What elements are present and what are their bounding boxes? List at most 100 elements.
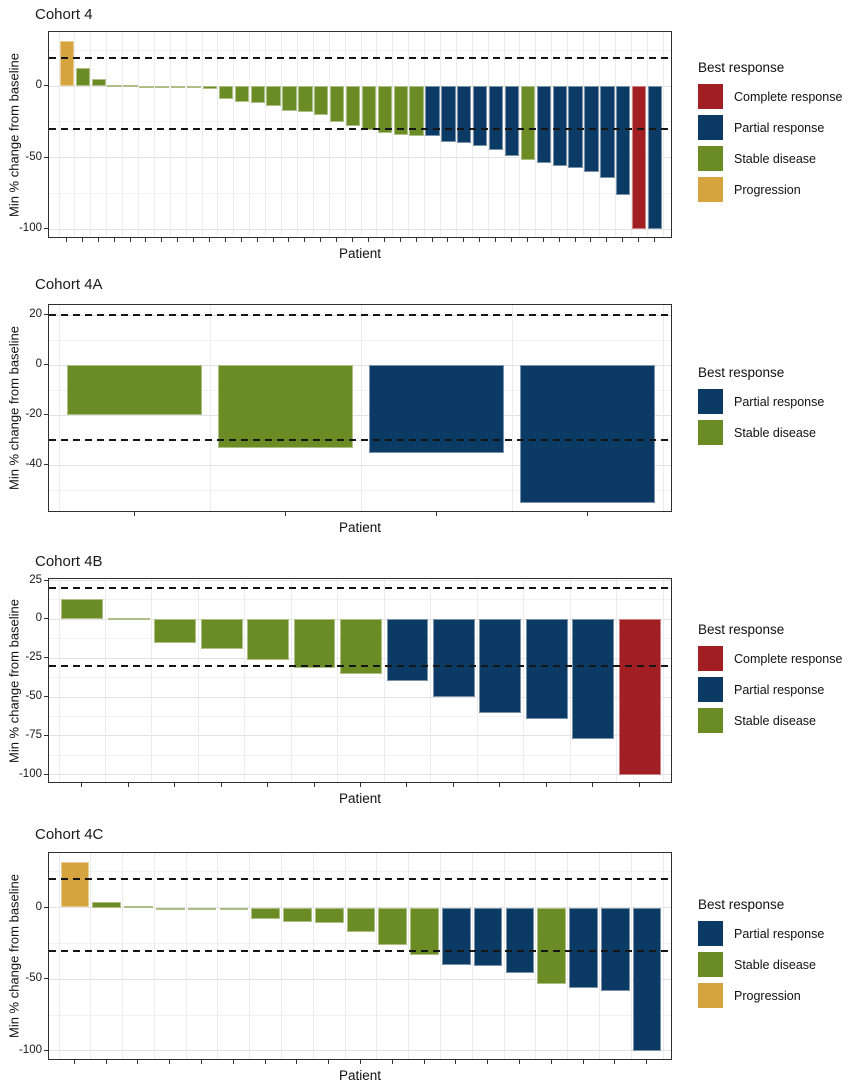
patient-bar [186,86,202,89]
x-tick-mark [232,1060,234,1064]
legend-title: Best response [698,365,785,380]
vertical-gridline [408,853,410,1059]
vertical-gridline [122,853,124,1059]
patient-bar [61,599,104,620]
x-tick-mark [622,238,624,242]
x-tick-mark [129,238,131,242]
x-tick-mark [415,238,417,242]
y-tick-mark [44,696,48,698]
minor-gridline [49,192,671,194]
patient-bar [154,619,197,643]
vertical-gridline [567,32,569,237]
x-axis-label: Patient [338,520,382,535]
major-gridline [49,774,671,776]
major-gridline [49,157,671,159]
x-tick-mark [201,1060,203,1064]
legend-label: Progression [734,182,801,197]
y-tick-mark [44,657,48,659]
x-tick-mark [288,238,290,242]
vertical-gridline [197,579,199,782]
y-tick-label: -50 [25,690,42,703]
cohort-4a-chart: Cohort 4A Min % change from baseline Pat… [0,268,863,545]
vertical-gridline [569,579,571,782]
patient-bar [123,84,138,87]
x-tick-mark [133,512,135,516]
x-tick-mark [81,783,83,787]
x-tick-mark [113,238,115,242]
x-tick-mark [435,512,437,516]
reference-line [49,664,671,667]
patient-bar [247,619,289,660]
x-tick-mark [65,238,67,242]
x-tick-mark [614,1060,616,1064]
patient-bar [361,86,377,131]
legend-label: Complete response [734,89,843,104]
y-tick-mark [44,414,48,416]
legend-title: Best response [698,60,785,75]
x-tick-mark [526,238,528,242]
plot-panel [48,304,672,512]
vertical-gridline [58,853,60,1059]
x-tick-mark [511,238,512,242]
patient-bar [107,617,150,620]
patient-bar [59,40,75,87]
legend-swatch-stable-disease [698,952,723,977]
vertical-gridline [503,853,505,1059]
vertical-gridline [662,305,664,511]
legend-swatch-partial-response [698,389,723,414]
cohort-4-chart: Cohort 4 Min % change from baseline Pati… [0,0,863,268]
x-tick-mark [586,512,588,516]
x-tick-mark [606,238,608,242]
legend-item: Partial response [698,115,858,140]
x-tick-mark [73,1060,75,1064]
y-axis-label: Min % change from baseline [6,52,22,217]
patient-bar [601,907,630,991]
y-tick-mark [44,228,48,229]
x-tick-mark [487,1060,489,1064]
patient-bar [536,86,551,164]
patient-bar [618,619,661,775]
patient-bar [107,84,122,87]
legend-swatch-stable-disease [698,708,723,733]
patient-bar [520,86,536,161]
y-tick-label: -20 [25,408,42,421]
vertical-gridline [630,853,632,1059]
patient-bar [409,86,424,137]
x-axis-label: Patient [338,791,382,806]
patient-bar [139,86,154,89]
vertical-gridline [58,32,60,237]
patient-bar [340,619,382,674]
y-tick-mark [44,734,48,736]
patient-bar [616,86,631,195]
vertical-gridline [630,32,632,237]
vertical-gridline [392,32,394,237]
x-tick-mark [360,1060,361,1064]
major-gridline [49,580,671,582]
x-tick-mark [406,783,408,787]
x-tick-mark [145,238,147,242]
patient-bar [250,86,265,104]
minor-gridline [49,389,671,391]
patient-bar [537,907,567,984]
legend-item: Complete response [698,84,858,109]
reference-line [49,877,671,880]
chart-title: Cohort 4 [35,6,93,23]
legend-item: Stable disease [698,420,858,445]
vertical-gridline [244,579,246,782]
vertical-gridline [646,32,648,237]
vertical-gridline [104,579,106,782]
vertical-gridline [281,853,283,1059]
major-gridline [49,364,671,366]
x-axis-label: Patient [338,246,382,261]
patient-bar [92,901,121,908]
vertical-gridline [616,579,618,782]
patient-bar [60,861,90,908]
minor-gridline [49,489,671,491]
patient-bar [217,365,354,448]
x-tick-mark [193,238,195,242]
x-tick-mark [313,783,315,787]
reference-line [49,439,671,442]
vertical-gridline [185,853,187,1059]
x-tick-mark [127,783,129,787]
vertical-gridline [662,853,664,1059]
